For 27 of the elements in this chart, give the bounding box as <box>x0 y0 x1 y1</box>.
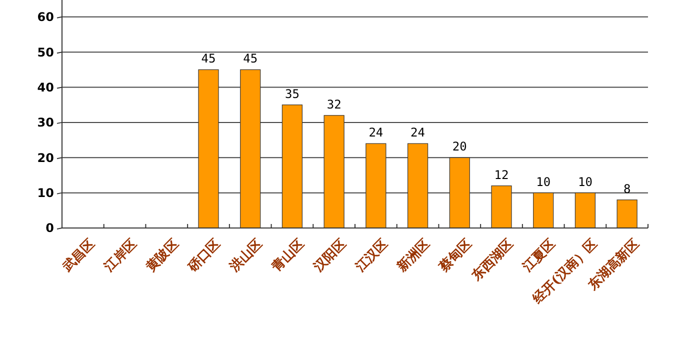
y-tick-label: 30 <box>37 116 54 130</box>
data-label: 24 <box>368 126 384 140</box>
data-label: 24 <box>410 126 426 140</box>
x-tick-label: 洪山区 <box>226 236 266 276</box>
y-tick-label: 50 <box>37 45 54 60</box>
data-label: 12 <box>494 168 509 182</box>
x-tick-label: 江汉区 <box>352 236 392 276</box>
y-tick-label: 10 <box>37 186 54 200</box>
x-tick-label: 武昌区 <box>59 236 98 276</box>
data-label: 45 <box>243 52 258 66</box>
data-label: 8 <box>623 182 631 196</box>
data-label: 45 <box>201 52 216 66</box>
data-label: 10 <box>578 174 592 189</box>
y-tick-label: 20 <box>37 150 54 165</box>
x-tick-label: 青山区 <box>268 236 308 276</box>
x-tick-label: 江岸区 <box>101 236 140 276</box>
x-tick-label: 汉阳区 <box>310 236 350 276</box>
data-label: 20 <box>452 140 467 154</box>
y-tick-label: 40 <box>37 80 54 94</box>
data-label: 10 <box>536 174 551 189</box>
x-tick-label: 黄陂区 <box>143 236 182 276</box>
data-label: 32 <box>326 97 342 112</box>
x-tick-label: 新洲区 <box>393 236 434 276</box>
data-label: 35 <box>284 86 300 101</box>
y-tick-label: 60 <box>37 10 54 24</box>
y-tick-label: 0 <box>46 221 54 236</box>
x-tick-label: 硚口区 <box>184 236 224 276</box>
